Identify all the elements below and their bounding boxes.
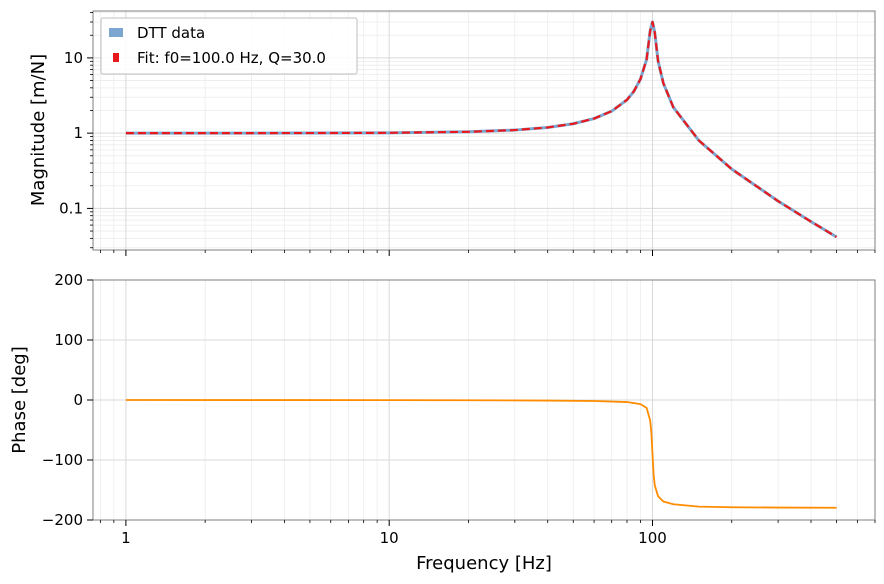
phase-series [125,399,837,509]
y-tick-label: 0.1 [59,199,83,217]
x-tick-label: 10 [380,529,399,547]
series-line-fit [125,20,838,238]
magnitude-series [125,20,838,239]
phase-ylabel: Phase [deg] [9,346,30,453]
y-tick-label: 10 [64,49,83,67]
legend-swatch-dtt-data [109,28,123,37]
magnitude-grid [93,11,876,250]
magnitude-ticks: 0.1 1 10 [59,12,876,256]
y-tick-label: 200 [54,271,83,289]
y-tick-label: 100 [54,331,83,349]
phase-ticks: −200 −100 0 100 200 1 10 100 [42,271,876,547]
frequency-xlabel: Frequency [Hz] [416,553,552,574]
y-tick-label: 0 [73,391,83,409]
magnitude-frame [92,10,876,251]
y-tick-label: 1 [73,124,83,142]
y-tick-label: −200 [42,511,83,529]
x-tick-label: 100 [638,529,667,547]
y-tick-label: −100 [42,451,83,469]
legend-swatch-fit [113,53,119,62]
x-tick-label: 1 [121,529,131,547]
phase-panel: −200 −100 0 100 200 1 10 100 Phase [deg] Freque… [9,271,876,574]
magnitude-panel: 0.1 1 10 Magnitude [m/N] [28,10,876,256]
legend-label-fit: Fit: f0=100.0 Hz, Q=30.0 [137,49,326,67]
magnitude-ylabel: Magnitude [m/N] [28,54,49,206]
legend-box [100,17,358,75]
series-line-phase [125,399,837,509]
legend-label-dtt-data: DTT data [137,24,205,42]
legend: DTT data Fit: f0=100.0 Hz, Q=30.0 [100,17,358,75]
